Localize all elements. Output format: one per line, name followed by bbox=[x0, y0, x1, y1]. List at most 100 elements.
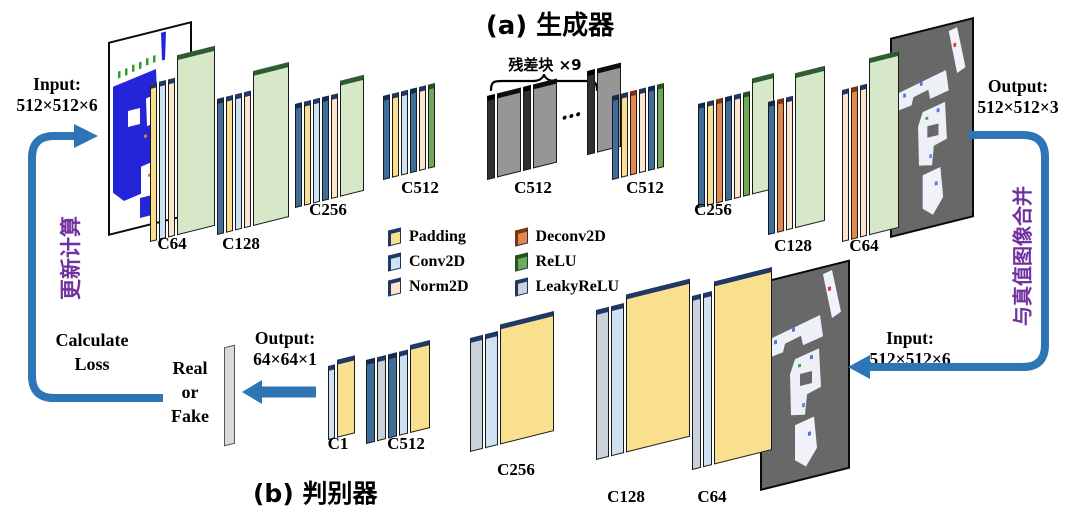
steel-layer-slab bbox=[612, 94, 619, 180]
label-generator-c128-decoder: C128 bbox=[774, 236, 812, 255]
layer-stack-generator-c256 bbox=[295, 74, 364, 208]
residual-block-label: 残差块 ×9 bbox=[508, 56, 582, 74]
layer-stack-generator-c512-encoder bbox=[383, 83, 435, 180]
conv2d-layer-slab bbox=[401, 89, 408, 176]
norm2d-layer-slab bbox=[786, 95, 793, 231]
res-gray-layer-slab bbox=[533, 78, 557, 169]
discriminator-output-slab bbox=[224, 344, 235, 447]
steel-layer-slab bbox=[698, 101, 705, 208]
relu-feature-panel bbox=[253, 62, 289, 227]
label-discriminator-c512: C512 bbox=[387, 434, 425, 453]
leaky-legend-icon bbox=[514, 276, 528, 297]
legend-item-relu: ReLU bbox=[514, 249, 620, 274]
generated-map-image bbox=[892, 19, 972, 236]
output-to-discriminator-arrow-right bbox=[848, 131, 1049, 379]
legend-label: Norm2D bbox=[409, 277, 469, 295]
conv2d-layer-slab bbox=[703, 291, 712, 468]
norm2d-layer-slab bbox=[244, 90, 251, 229]
label-generator-c256: C256 bbox=[309, 200, 347, 219]
generator-title: (a) 生成器 bbox=[485, 11, 615, 41]
relu-feature-panel bbox=[177, 45, 215, 236]
steel-layer-slab bbox=[217, 96, 224, 236]
discriminator-input-caption: Input: bbox=[886, 328, 934, 348]
residual-ellipsis: ••• bbox=[562, 105, 583, 127]
norm2d-layer-slab bbox=[734, 92, 741, 200]
label-generator-c512-encoder: C512 bbox=[401, 178, 439, 197]
or-line: or bbox=[181, 382, 199, 402]
label-generator-c128: C128 bbox=[222, 234, 260, 253]
legend-item-deconv2d: Deconv2D bbox=[514, 224, 620, 249]
label-residual-c512: C512 bbox=[514, 178, 552, 197]
steel-layer-slab bbox=[648, 85, 655, 172]
steel-layer-slab bbox=[295, 101, 302, 208]
padding-layer-slab bbox=[621, 92, 628, 178]
padding-layer-slab bbox=[304, 99, 311, 206]
relu-feature-panel bbox=[795, 65, 825, 229]
steel-layer-slab bbox=[725, 95, 732, 202]
feedback-loop-arrow-left bbox=[28, 124, 163, 402]
layer-stack-generator-c128-decoder bbox=[768, 65, 825, 236]
layer-stack-generator-c512-decoder bbox=[612, 83, 664, 180]
conv2d-layer-slab bbox=[485, 331, 498, 449]
padding-legend-icon bbox=[388, 226, 401, 247]
legend-label: Conv2D bbox=[409, 252, 466, 270]
conv2d-layer-slab bbox=[399, 349, 408, 436]
padding-layer-slab bbox=[707, 99, 714, 206]
conv2d-layer-slab bbox=[313, 97, 320, 204]
padding-layer-slab bbox=[226, 94, 233, 233]
steel-layer-slab bbox=[366, 358, 375, 444]
discriminator-output-caption: Output: bbox=[254, 328, 316, 348]
padding-feature-panel bbox=[500, 311, 554, 445]
steel-layer-slab bbox=[322, 95, 329, 202]
discriminator-output-label: Output: 64×64×1 bbox=[236, 328, 334, 370]
generator-output-label: Output: 512×512×3 bbox=[960, 76, 1076, 118]
calculate-loss-text: Calculate Loss bbox=[36, 328, 148, 376]
label-discriminator-c64: C64 bbox=[697, 487, 727, 506]
generator-input-image bbox=[108, 21, 192, 237]
label-discriminator-c128: C128 bbox=[607, 487, 645, 506]
deconv2d-legend-icon bbox=[514, 226, 528, 247]
real-line: Real bbox=[172, 358, 208, 378]
relu-layer-slab bbox=[657, 83, 664, 169]
res-gray-layer-slab bbox=[497, 87, 521, 178]
real-or-fake-text: Real or Fake bbox=[156, 356, 224, 428]
label-discriminator-c1: C1 bbox=[327, 434, 349, 453]
norm2d-layer-slab bbox=[331, 92, 338, 200]
relu-legend-icon bbox=[514, 251, 528, 272]
fake-line: Fake bbox=[171, 406, 209, 426]
label-generator-c64-decoder: C64 bbox=[849, 236, 879, 255]
deconv2d-layer-slab bbox=[716, 97, 723, 204]
steel-layer-slab bbox=[383, 94, 390, 180]
res-dark-layer-slab bbox=[523, 85, 531, 172]
layer-stack-generator-c128 bbox=[217, 62, 289, 236]
generator-input-label: Input: 512×512×6 bbox=[2, 74, 112, 116]
discriminator-title: (b) 判别器 bbox=[253, 479, 378, 508]
padding-feature-panel bbox=[337, 355, 355, 438]
steel-layer-slab bbox=[410, 87, 417, 174]
leaky-layer-slab bbox=[692, 293, 701, 470]
legend-item-conv2d: Conv2D bbox=[388, 249, 469, 274]
deconv2d-layer-slab bbox=[630, 89, 637, 176]
relu-feature-panel bbox=[340, 74, 364, 197]
legend-item-norm2d: Norm2D bbox=[388, 274, 469, 299]
label-generator-c256-decoder: C256 bbox=[694, 200, 732, 219]
relu-layer-slab bbox=[428, 83, 435, 169]
loss-line: Loss bbox=[74, 354, 110, 374]
arrowhead-to-discriminator-input bbox=[848, 355, 870, 379]
conv2d-layer-slab bbox=[235, 92, 242, 231]
legend-label: Deconv2D bbox=[535, 227, 606, 245]
layer-stack-discriminator-c512 bbox=[366, 340, 430, 444]
layer-stack-discriminator-c256 bbox=[470, 311, 554, 452]
conv2d-legend-icon bbox=[388, 251, 401, 272]
layer-stack-generator-c256-decoder bbox=[698, 73, 774, 208]
legend-label: ReLU bbox=[535, 252, 577, 270]
label-generator-c64: C64 bbox=[157, 234, 187, 253]
leaky-layer-slab bbox=[377, 355, 386, 442]
layer-stack-discriminator-c64 bbox=[692, 267, 772, 470]
generator-input-size: 512×512×6 bbox=[16, 95, 98, 115]
discriminator-output-arrow bbox=[242, 380, 316, 404]
arrowhead-to-generator-input bbox=[74, 124, 98, 148]
remote-sensing-input-image bbox=[113, 31, 166, 219]
label-discriminator-c256: C256 bbox=[497, 460, 535, 479]
